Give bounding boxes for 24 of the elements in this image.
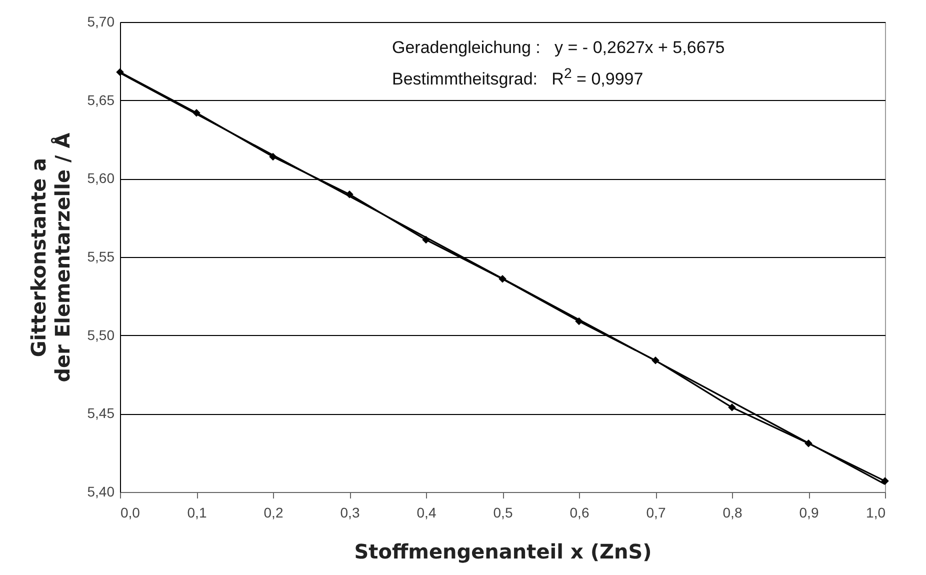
x-tick-label: 0,9 xyxy=(799,504,819,520)
x-tick-label: 0,3 xyxy=(340,504,360,520)
annotation: Bestimmtheitsgrad: R$^{2}$ = 0,9997 xyxy=(392,65,644,91)
x-tick-label: 0,8 xyxy=(722,504,742,520)
y-tick-label: 5,40 xyxy=(87,484,115,500)
y-tick-label: 5,55 xyxy=(87,248,115,264)
x-tick-label: 0,0 xyxy=(120,504,140,520)
x-tick-label: 1,0 xyxy=(866,504,886,520)
x-tick-label: 0,7 xyxy=(646,504,666,520)
y-tick-label: 5,60 xyxy=(87,170,115,186)
y-axis-title: Gitterkonstante a der Elementarzelle / Å xyxy=(26,132,74,382)
annotation: Geradengleichung : y = - 0,2627x + 5,6675 xyxy=(392,37,725,59)
x-axis-title: Stoffmengenanteil x (ZnS) xyxy=(354,540,652,564)
x-tick-label: 0,2 xyxy=(264,504,284,520)
y-tick-label: 5,45 xyxy=(87,405,115,422)
y-tick-label: 5,50 xyxy=(87,326,115,343)
x-tick-label: 0,1 xyxy=(187,504,207,520)
x-tick-label: 0,4 xyxy=(416,504,436,520)
y-tick-label: 5,70 xyxy=(87,14,115,30)
x-tick-label: 0,5 xyxy=(493,504,513,520)
x-tick-label: 0,6 xyxy=(570,504,590,520)
point xyxy=(116,68,124,76)
y-tick-label: 5,65 xyxy=(87,92,115,108)
point xyxy=(728,404,736,412)
